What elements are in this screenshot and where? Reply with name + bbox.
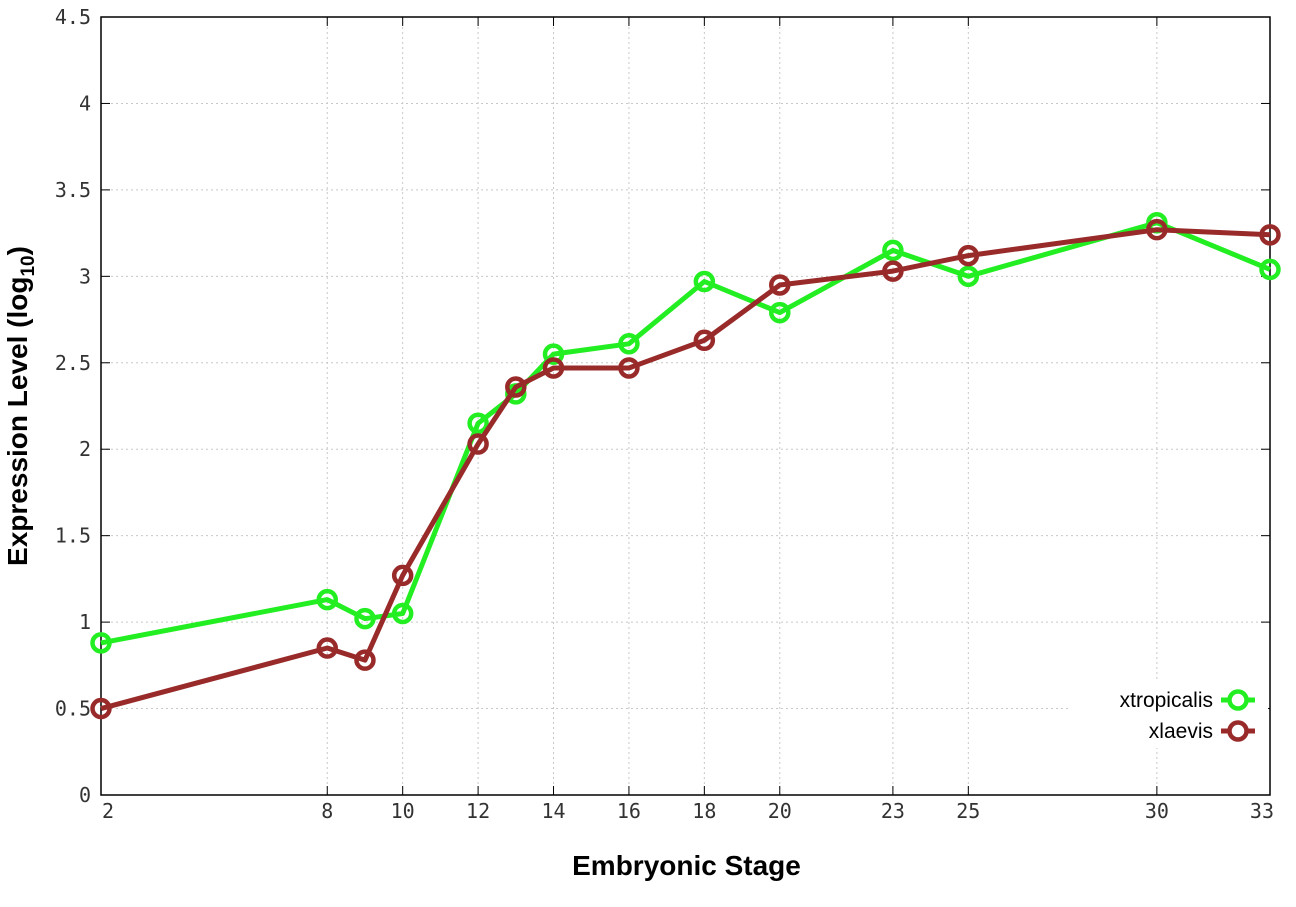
data-point-xtropicalis xyxy=(693,270,716,293)
data-point-xtropicalis xyxy=(882,239,904,262)
data-point-xlaevis xyxy=(769,274,791,296)
x-tick-label: 20 xyxy=(768,799,792,823)
y-tick-label: 3.5 xyxy=(55,178,91,202)
x-axis-title: Embryonic Stage xyxy=(572,850,801,881)
series-line-xlaevis xyxy=(100,227,1271,712)
data-point-xlaevis xyxy=(467,433,489,455)
data-point-xlaevis xyxy=(354,649,376,671)
x-tick-label: 8 xyxy=(321,799,333,823)
y-axis-title-main: Expression Level (log xyxy=(2,277,33,566)
x-tick-label: 12 xyxy=(466,799,490,823)
data-point-xtropicalis xyxy=(391,602,414,625)
legend: xtropicalis xlaevis xyxy=(1070,682,1268,748)
data-point-xtropicalis xyxy=(769,301,791,324)
legend-marker-xlaevis xyxy=(1227,720,1249,742)
x-tick-label: 30 xyxy=(1145,799,1169,823)
y-tick-label: 4.5 xyxy=(55,5,91,29)
data-point-xlaevis xyxy=(1259,224,1281,246)
data-point-xlaevis xyxy=(1146,218,1168,241)
data-point-xlaevis xyxy=(957,244,980,267)
y-axis-title-subscript: 10 xyxy=(18,255,39,276)
x-axis-ticks: 2 8 10 12 14 16 18 20 23 25 30 33 xyxy=(100,17,1274,823)
x-tick-label: 18 xyxy=(692,799,716,823)
data-point-xtropicalis xyxy=(618,333,640,355)
y-tick-label: 4 xyxy=(79,91,91,115)
legend-swatches xyxy=(1221,689,1255,742)
x-tick-label: 25 xyxy=(956,799,980,823)
y-axis-title: Expression Level (log10) xyxy=(2,246,39,566)
x-tick-label: 10 xyxy=(391,799,415,823)
y-tick-label: 0.5 xyxy=(55,697,91,721)
y-axis-ticks: 0 0.5 1 1.5 2 2.5 3 3.5 4 4.5 xyxy=(55,5,1270,807)
y-tick-label: 1 xyxy=(79,610,91,634)
y-tick-label: 0 xyxy=(79,783,91,807)
x-tick-label: 33 xyxy=(1250,799,1274,823)
data-point-xtropicalis xyxy=(542,343,565,365)
data-point-xlaevis xyxy=(90,697,112,720)
data-point-xlaevis xyxy=(505,376,527,398)
y-tick-label: 1.5 xyxy=(55,524,91,548)
y-axis-title-close: ) xyxy=(2,246,33,255)
data-point-xlaevis xyxy=(391,564,414,587)
y-tick-label: 2.5 xyxy=(55,351,91,375)
data-point-xtropicalis xyxy=(316,588,339,611)
legend-marker-xtropicalis xyxy=(1227,689,1249,711)
data-point-xtropicalis xyxy=(957,265,980,288)
data-point-xtropicalis xyxy=(467,412,489,435)
y-tick-label: 2 xyxy=(79,437,91,461)
data-point-xlaevis xyxy=(693,329,716,352)
legend-label-xtropicalis: xtropicalis xyxy=(1120,689,1213,712)
data-point-xlaevis xyxy=(542,357,565,379)
series-layer xyxy=(90,211,1281,720)
data-point-xtropicalis xyxy=(90,632,112,654)
x-tick-label: 14 xyxy=(541,799,565,823)
data-point-xlaevis xyxy=(618,357,640,379)
x-tick-label: 16 xyxy=(617,799,641,823)
series-line-xtropicalis xyxy=(100,220,1271,646)
plot-frame xyxy=(100,16,1271,796)
grid-lines xyxy=(101,17,1270,795)
legend-label-xlaevis: xlaevis xyxy=(1149,720,1213,743)
data-point-xtropicalis xyxy=(1259,258,1281,281)
x-tick-label: 23 xyxy=(881,799,905,823)
data-point-xlaevis xyxy=(316,637,339,659)
data-point-xtropicalis xyxy=(354,607,376,630)
x-tick-label: 2 xyxy=(102,799,114,823)
data-point-xlaevis xyxy=(882,260,904,282)
y-tick-label: 3 xyxy=(79,264,91,288)
